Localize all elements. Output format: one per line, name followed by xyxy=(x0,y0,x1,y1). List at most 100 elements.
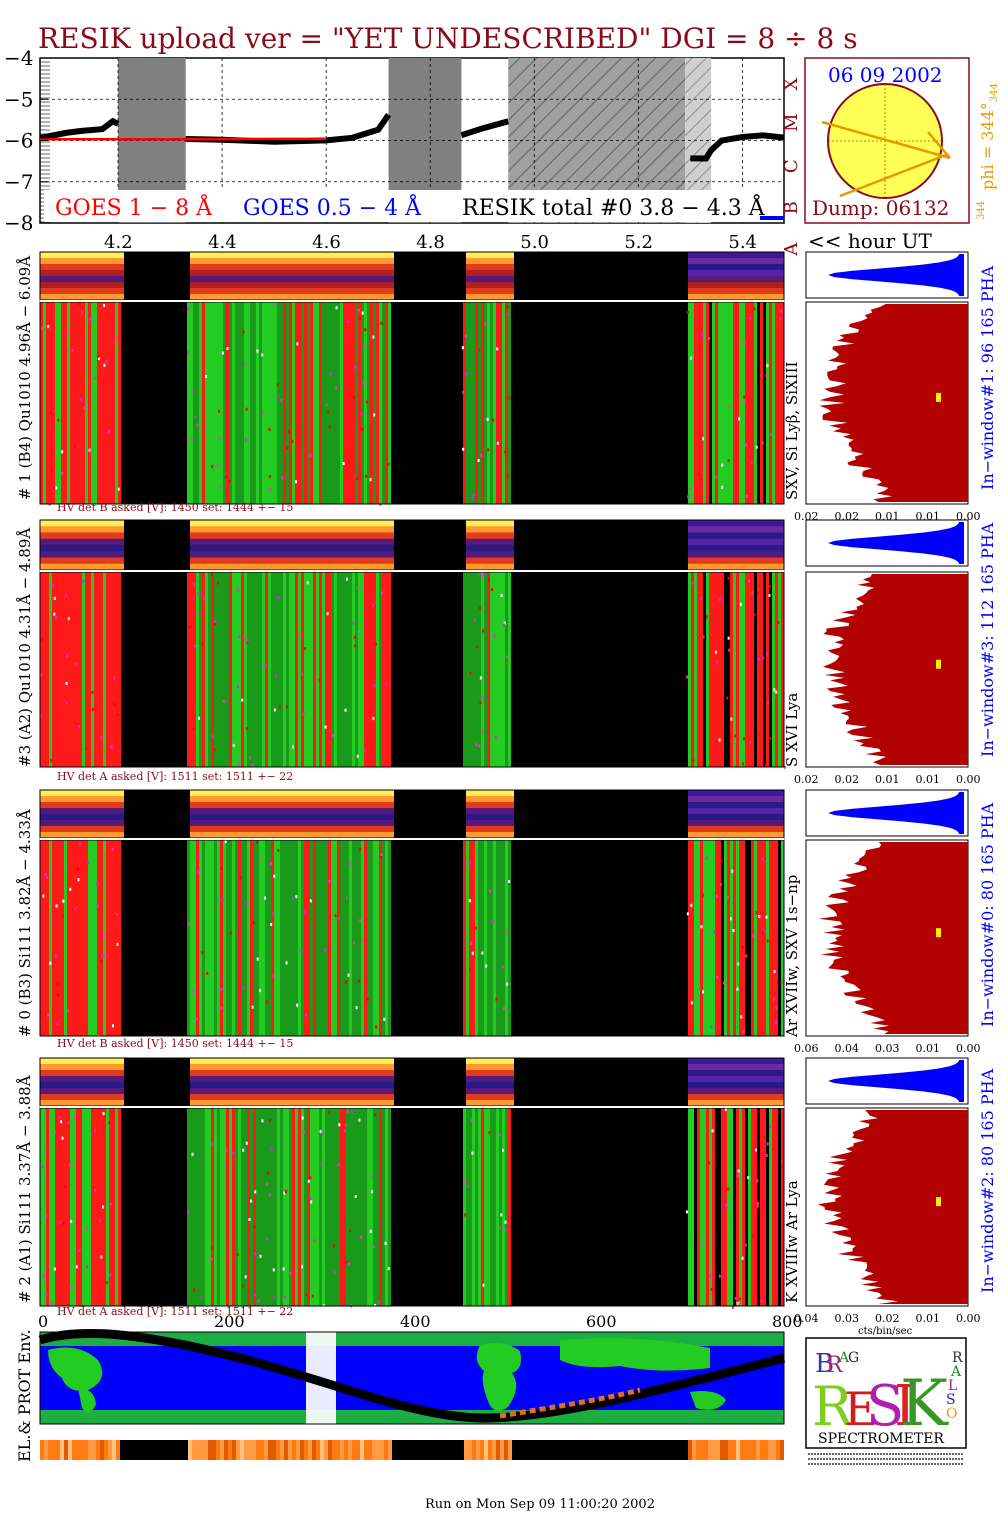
heat-cell xyxy=(292,1076,298,1083)
heat-cell xyxy=(220,557,226,565)
heat-cell xyxy=(82,276,88,283)
heat-cell xyxy=(706,520,712,527)
heat-cell xyxy=(64,551,70,558)
heat-cell xyxy=(730,1076,736,1083)
heat-cell xyxy=(76,545,82,552)
heat-cell xyxy=(76,282,82,289)
heat-cell xyxy=(766,808,772,815)
spectrogram-column xyxy=(331,1108,334,1306)
spectrogram-column xyxy=(766,572,769,767)
spectrogram-column xyxy=(481,840,484,1036)
spectrogram-column xyxy=(73,1108,76,1306)
heat-cell xyxy=(310,282,316,289)
heat-cell xyxy=(76,551,82,558)
heat-cell xyxy=(778,826,784,833)
heat-cell xyxy=(706,790,712,797)
heat-cell xyxy=(346,276,352,283)
heat-cell xyxy=(736,258,742,265)
heat-cell xyxy=(778,276,784,283)
heat-cell xyxy=(274,790,280,797)
spectrogram-speckle xyxy=(475,743,478,747)
strip-cell xyxy=(68,1440,72,1460)
heat-cell xyxy=(760,1100,766,1107)
heat-cell xyxy=(286,526,292,533)
spectrogram-column xyxy=(217,1108,220,1306)
heat-cell xyxy=(226,796,232,803)
heat-cell xyxy=(718,252,724,259)
strip-cell xyxy=(272,1440,276,1460)
spectrogram-column xyxy=(52,1108,55,1306)
heat-cell xyxy=(202,551,208,558)
strip-cell xyxy=(372,1440,376,1460)
heat-cell xyxy=(274,808,280,815)
spectrogram-column xyxy=(733,840,736,1036)
spectrogram-column xyxy=(94,302,97,504)
heat-cell xyxy=(106,264,112,271)
heat-cell xyxy=(724,557,730,565)
heat-cell xyxy=(112,1076,118,1083)
spectrogram-column xyxy=(196,302,199,504)
heat-cell xyxy=(700,790,706,797)
heat-cell xyxy=(232,832,238,839)
strip-cell xyxy=(264,1440,268,1460)
run-timestamp: Run on Mon Sep 09 11:00:20 2002 xyxy=(425,1497,655,1512)
spectrogram-speckle xyxy=(324,948,327,952)
spectrogram-column xyxy=(190,1108,193,1306)
heat-cell xyxy=(190,1082,196,1089)
spectrogram-speckle xyxy=(335,386,338,390)
heat-cell xyxy=(220,520,226,527)
heat-cell xyxy=(58,1088,64,1095)
heat-cell xyxy=(214,808,220,815)
heat-cell xyxy=(46,526,52,533)
y-tick-label: −7 xyxy=(4,170,33,194)
heat-cell xyxy=(64,288,70,295)
heat-cell xyxy=(334,1076,340,1083)
spectrogram-speckle xyxy=(753,612,756,616)
heat-cell xyxy=(40,1070,46,1077)
spectrogram-column xyxy=(94,840,97,1036)
spectrogram-speckle xyxy=(328,879,331,883)
heat-cell xyxy=(694,252,700,259)
heat-cell xyxy=(490,1094,496,1101)
x-tick-label: 4.8 xyxy=(416,232,445,253)
heat-cell xyxy=(82,1070,88,1077)
heat-cell xyxy=(52,252,58,259)
phi-small-label: 344 xyxy=(976,201,987,220)
spectrogram-column xyxy=(73,572,76,767)
heat-cell xyxy=(388,832,394,839)
spectrogram-column xyxy=(211,302,214,504)
spectrogram-column xyxy=(364,840,367,1036)
heat-cell xyxy=(58,820,64,827)
spectrogram-column xyxy=(499,572,502,767)
heat-cell xyxy=(40,808,46,815)
heat-cell xyxy=(748,1058,754,1065)
spectrogram-column xyxy=(64,302,67,504)
heat-cell xyxy=(310,796,316,803)
spectrogram-speckle xyxy=(98,357,101,361)
heat-cell xyxy=(64,832,70,839)
spectrogram-column xyxy=(46,1108,49,1306)
strip-cell xyxy=(380,1440,384,1460)
spectrogram-speckle xyxy=(481,730,484,734)
spectrogram-column xyxy=(466,302,469,504)
heat-cell xyxy=(730,802,736,809)
heat-cell xyxy=(82,545,88,552)
heat-cell xyxy=(208,814,214,821)
heat-cell xyxy=(688,1076,694,1083)
spectrogram-column xyxy=(775,302,778,504)
spectrogram-speckle xyxy=(500,594,503,598)
heat-cell xyxy=(100,820,106,827)
heat-cell xyxy=(328,814,334,821)
logo-letter-r: R xyxy=(826,1353,844,1378)
heat-cell xyxy=(118,1064,124,1071)
heat-cell xyxy=(256,288,262,295)
logo-letter-i: I xyxy=(894,1374,916,1439)
spectrogram-column xyxy=(697,840,700,1036)
spectrogram-bg xyxy=(40,840,784,1036)
spectrogram-speckle xyxy=(75,1265,78,1269)
heat-cell xyxy=(208,520,214,527)
spectrogram-column xyxy=(115,302,118,504)
heat-cell xyxy=(292,264,298,271)
spectrogram-speckle xyxy=(242,330,245,334)
heat-cell xyxy=(364,551,370,558)
